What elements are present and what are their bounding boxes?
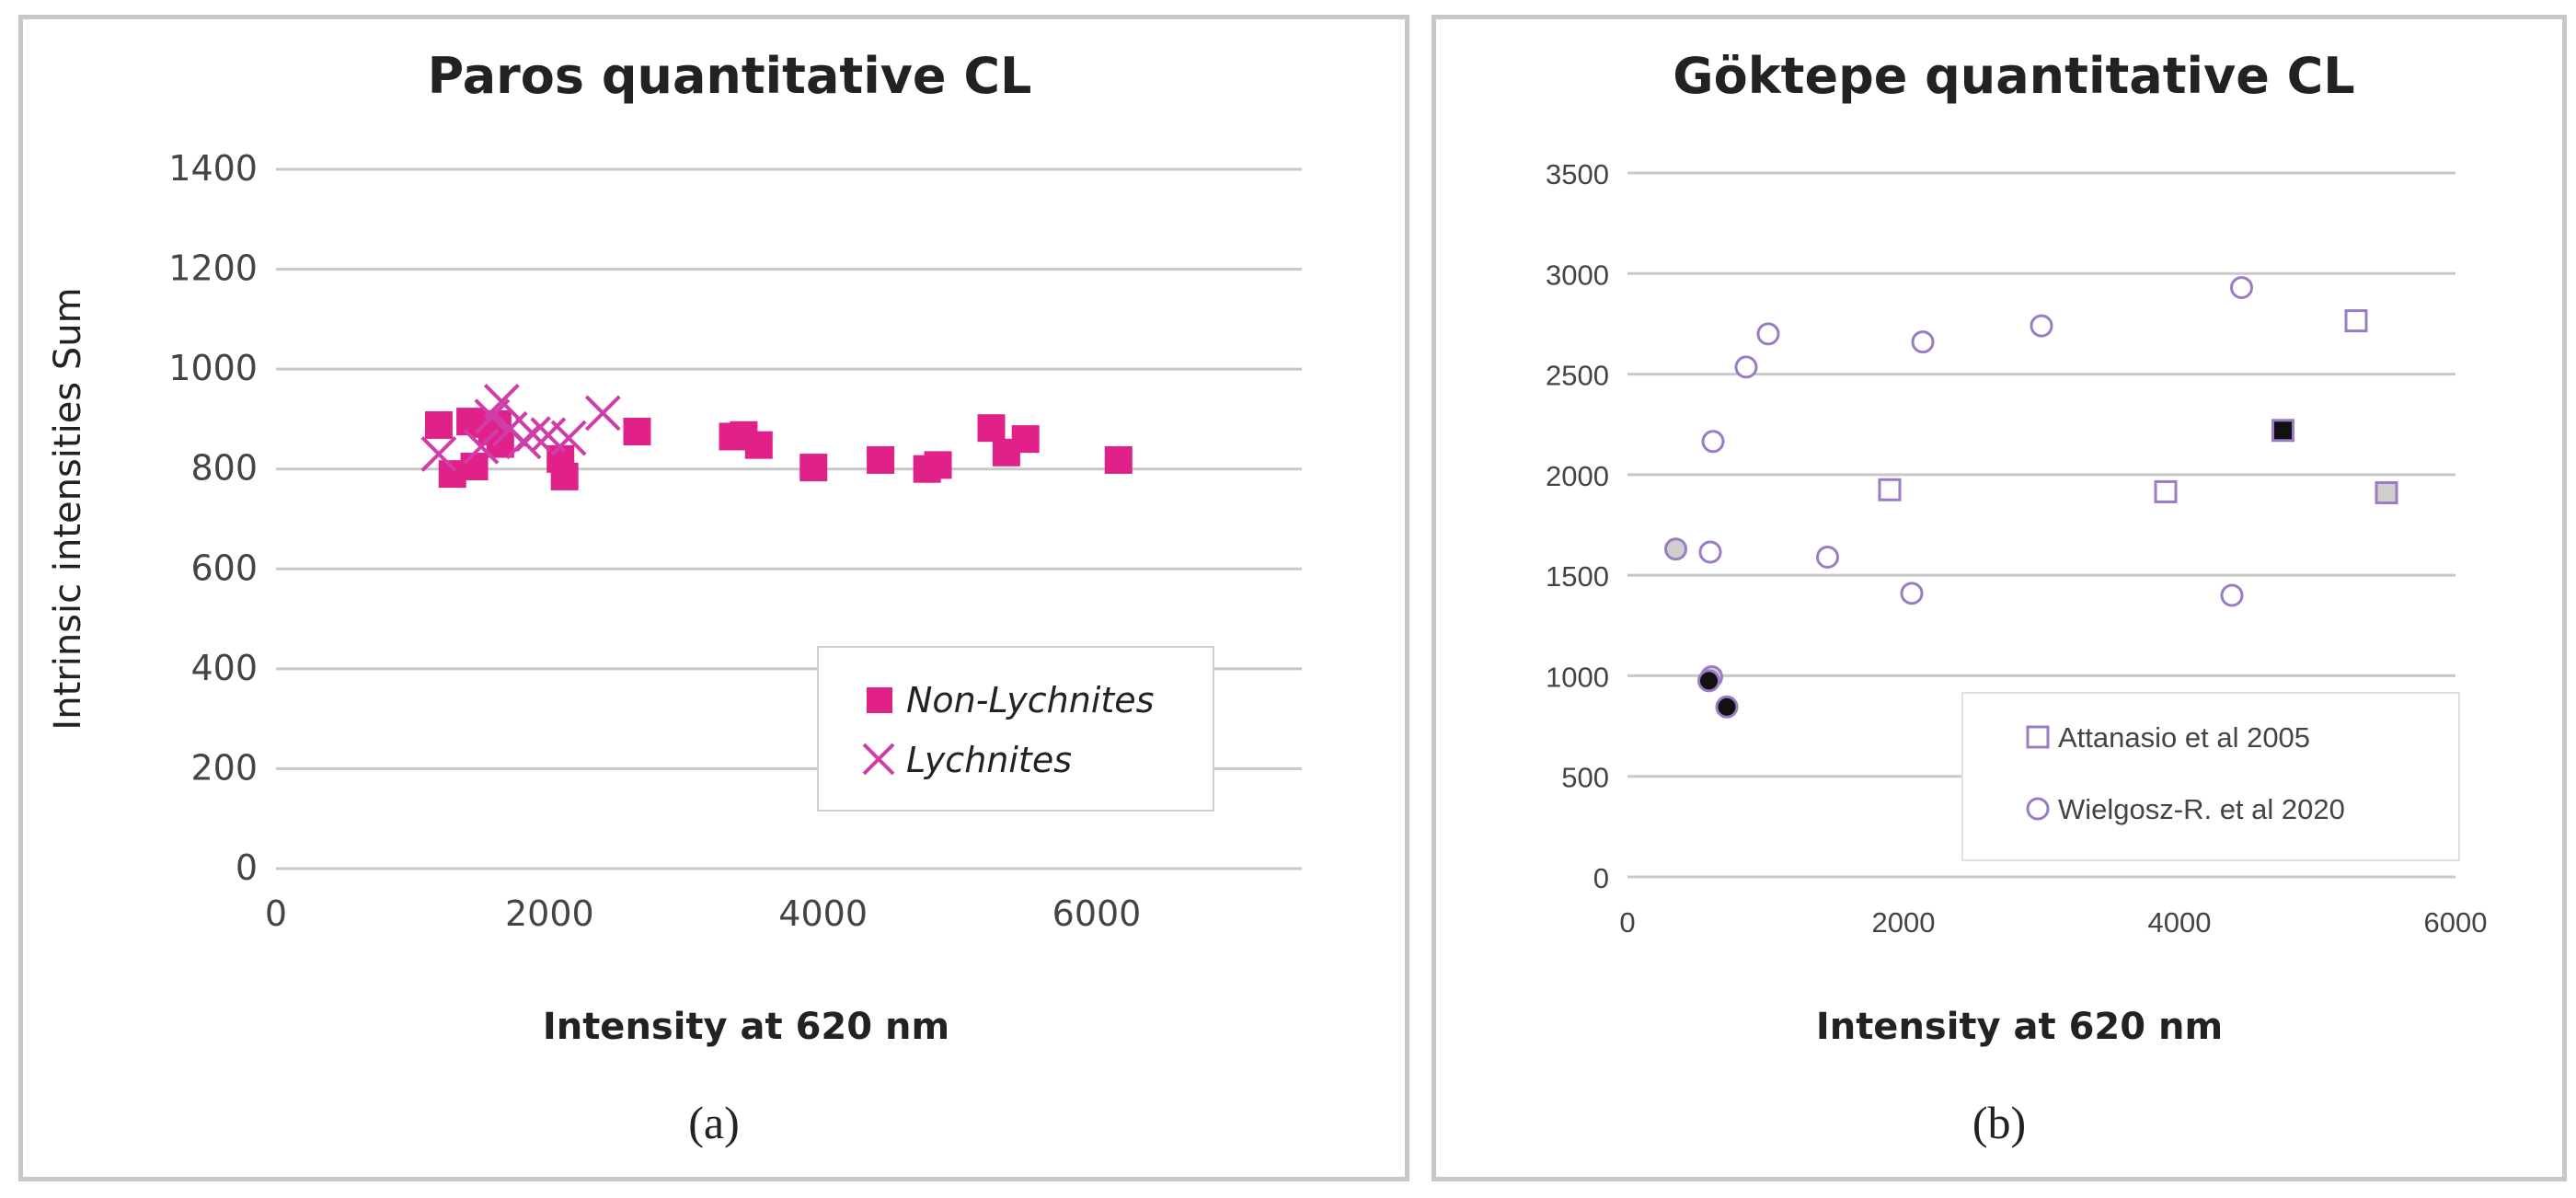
point-attanasio: [2154, 479, 2178, 503]
y-tick-label: 0: [1593, 862, 1609, 894]
x-axis-title: Intensity at 620 nm: [1816, 1006, 2223, 1048]
point-wielgosz: [1734, 355, 1758, 379]
point-non-lychnites: [977, 414, 1006, 443]
chart-title: Paros quantitative CL: [428, 47, 1032, 105]
legend-label-non-lychnites: Non-Lychnites: [906, 680, 1154, 720]
chart-title: Göktepe quantitative CL: [1673, 47, 2354, 105]
y-tick-label: 1400: [168, 148, 258, 189]
point-lychnites: [515, 416, 551, 453]
data-points: [420, 384, 1133, 490]
point-wielgosz: [2220, 583, 2244, 607]
y-tick-label: 200: [190, 747, 258, 788]
point-lychnites: [463, 428, 500, 465]
y-tick-label: 1500: [1546, 560, 1609, 593]
point-lychnites: [550, 420, 587, 456]
legend: Attanasio et al 2005 Wielgosz-R. et al 2…: [1961, 692, 2460, 861]
y-tick-label: 3000: [1546, 259, 1609, 291]
chart-goktepe: Göktepe quantitative CL 0 500 1000 1500 2000…: [1546, 47, 2487, 1048]
x-tick-label: 6000: [2424, 906, 2488, 939]
point-non-lychnites: [623, 418, 651, 445]
y-tick-label: 800: [190, 448, 258, 489]
y-tick-label: 2500: [1546, 360, 1609, 392]
point-non-lychnites: [1011, 425, 1040, 454]
point-wielgosz: [1701, 430, 1725, 454]
y-tick-label: 1200: [168, 248, 258, 289]
y-axis-title: Intrinsic intensities Sum: [47, 287, 89, 730]
legend: Non-Lychnites Lychnites: [817, 646, 1214, 812]
point-non-lychnites: [867, 445, 895, 474]
point-attanasio: [2344, 309, 2368, 333]
x-tick-labels: 0 2000 4000 6000: [265, 893, 1141, 934]
point-wielgosz-filled: [1715, 695, 1739, 719]
y-tick-label: 0: [236, 847, 258, 888]
point-wielgosz-filled: [1697, 669, 1720, 693]
x-axis-title: Intensity at 620 nm: [543, 1006, 949, 1048]
point-non-lychnites: [799, 454, 828, 482]
point-wielgosz: [1816, 545, 1839, 569]
x-tick-label: 4000: [2148, 906, 2212, 939]
point-non-lychnites: [424, 410, 453, 439]
legend-marker-lychnites: [862, 743, 895, 776]
point-wielgosz-filled: [1664, 537, 1687, 561]
y-tick-label: 600: [190, 547, 258, 588]
x-tick-label: 2000: [1872, 906, 1936, 939]
x-tick-label: 6000: [1052, 893, 1142, 934]
point-lychnites: [483, 384, 520, 420]
point-non-lychnites: [460, 453, 489, 480]
x-tick-label: 4000: [778, 893, 868, 934]
point-wielgosz: [1698, 540, 1722, 564]
legend-box: [817, 646, 1214, 812]
y-tick-label: 3500: [1546, 158, 1609, 190]
x-tick-labels: 0 2000 4000 6000: [1619, 906, 2487, 939]
point-wielgosz: [1911, 330, 1935, 354]
y-tick-label: 1000: [1546, 661, 1609, 693]
y-tick-labels: 0 500 1000 1500 2000 2500 3000 3500: [1546, 158, 1609, 894]
point-wielgosz: [1900, 582, 1924, 605]
point-non-lychnites: [1104, 445, 1133, 474]
point-lychnites: [420, 436, 457, 472]
point-attanasio-filled: [2271, 419, 2294, 443]
point-wielgosz: [1756, 322, 1780, 346]
chart-paros: Paros quantitative CL 0 200 400 600 800 1000 1…: [47, 47, 1302, 1048]
y-tick-label: 500: [1561, 762, 1609, 794]
point-wielgosz: [2230, 276, 2253, 300]
legend-label-wielgosz: Wielgosz-R. et al 2020: [2058, 793, 2345, 825]
point-non-lychnites: [924, 451, 952, 479]
point-non-lychnites: [744, 431, 773, 459]
y-tick-label: 1000: [168, 348, 258, 388]
data-points: [1664, 276, 2398, 719]
y-tick-label: 2000: [1546, 460, 1609, 492]
point-attanasio-filled: [2375, 481, 2398, 505]
point-attanasio: [1878, 478, 1902, 501]
panel-goktepe: Göktepe quantitative CL 0 500 1000 1500 2000…: [1432, 15, 2567, 1181]
point-wielgosz: [2030, 314, 2053, 338]
y-tick-labels: 0 200 400 600 800 1000 1200 1400: [168, 148, 258, 888]
x-tick-label: 0: [1619, 906, 1635, 939]
point-lychnites: [584, 395, 621, 432]
legend-marker-attanasio: [2026, 725, 2050, 749]
panel-label-b: (b): [1972, 1097, 2027, 1148]
legend-label-lychnites: Lychnites: [906, 740, 1072, 780]
panel-paros: Paros quantitative CL 0 200 400 600 800 1000 1…: [18, 15, 1409, 1181]
point-non-lychnites: [550, 462, 579, 490]
x-tick-label: 2000: [505, 893, 594, 934]
x-tick-label: 0: [265, 893, 287, 934]
y-tick-label: 400: [190, 648, 258, 688]
panel-label-a: (a): [688, 1097, 740, 1148]
legend-box: [1961, 692, 2460, 861]
legend-marker-wielgosz: [2026, 797, 2050, 821]
legend-marker-non-lychnites: [867, 687, 892, 713]
legend-label-attanasio: Attanasio et al 2005: [2058, 721, 2310, 754]
